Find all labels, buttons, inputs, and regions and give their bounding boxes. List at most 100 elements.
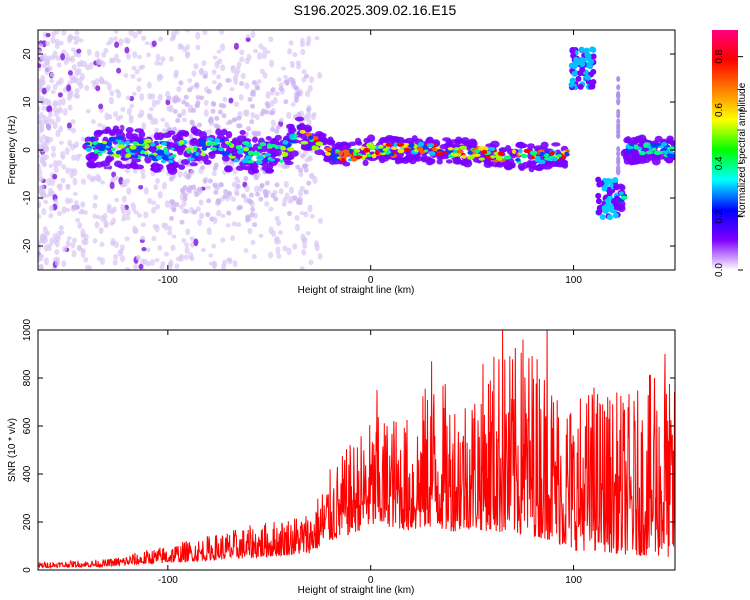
band-core xyxy=(551,156,558,162)
noise-blob xyxy=(276,77,282,82)
noise-blob xyxy=(265,103,271,109)
band-blob xyxy=(665,158,674,164)
band-core xyxy=(467,150,473,155)
band-core xyxy=(84,142,91,146)
noise-blob xyxy=(227,119,233,125)
noise-blob xyxy=(173,72,179,79)
noise-blob xyxy=(77,153,83,158)
band-core xyxy=(520,153,528,159)
noise-blob xyxy=(201,60,207,67)
noise-blob xyxy=(270,87,276,93)
noise-blob xyxy=(59,230,65,235)
noise-blob xyxy=(249,119,255,125)
noise-blob xyxy=(88,61,94,70)
noise-blob xyxy=(153,184,159,190)
noise-blob xyxy=(71,127,77,134)
band-core xyxy=(637,147,643,151)
noise-blob xyxy=(258,43,264,50)
noise-blob xyxy=(57,210,63,217)
band-core xyxy=(148,154,155,159)
x-tick-label: 0 xyxy=(368,275,374,286)
noise-blob xyxy=(155,177,161,184)
noise-blob xyxy=(44,67,50,76)
noise-blob xyxy=(46,177,52,186)
band-core xyxy=(221,151,227,157)
band-core xyxy=(281,151,289,157)
band-blob xyxy=(265,135,272,141)
band-core xyxy=(186,157,195,161)
noise-blob xyxy=(212,182,218,188)
noise-blob xyxy=(113,175,119,181)
noise-blob xyxy=(216,74,222,80)
band-blob xyxy=(503,162,514,171)
noise-blob xyxy=(164,121,170,128)
noise-blob xyxy=(94,50,100,58)
noise-blob xyxy=(213,162,219,168)
noise-blob xyxy=(264,109,270,115)
noise-blob xyxy=(292,195,298,201)
noise-blob xyxy=(110,217,116,225)
noise-blob xyxy=(50,145,56,152)
noise-blob xyxy=(232,260,238,268)
band-core xyxy=(643,142,651,147)
noise-blob xyxy=(38,240,42,245)
noise-blob xyxy=(46,123,52,132)
band-core xyxy=(161,141,168,146)
band-core xyxy=(497,156,503,161)
noise-blob xyxy=(38,98,44,104)
band-core xyxy=(110,147,116,152)
noise-blob xyxy=(38,176,44,182)
noise-blob xyxy=(277,161,283,168)
noise-blob xyxy=(157,245,163,251)
snr-series-line xyxy=(38,330,675,570)
noise-blob xyxy=(181,108,187,116)
noise-blob xyxy=(282,245,288,252)
band-core xyxy=(132,141,139,145)
noise-blob xyxy=(76,81,82,86)
noise-blob xyxy=(245,37,251,42)
band-core xyxy=(417,146,424,152)
noise-blob xyxy=(208,253,214,258)
band-blob xyxy=(125,127,134,134)
noise-blob xyxy=(61,206,67,215)
band-core xyxy=(378,144,384,149)
band-blob xyxy=(287,127,297,134)
noise-blob xyxy=(139,93,145,101)
noise-blob xyxy=(50,54,56,61)
noise-blob xyxy=(294,223,300,232)
band-blob xyxy=(294,116,305,122)
noise-blob xyxy=(103,80,109,85)
noise-blob xyxy=(166,95,172,101)
noise-blob xyxy=(172,126,178,132)
band-blob xyxy=(112,125,120,131)
band-blob xyxy=(568,62,575,69)
noise-blob xyxy=(48,204,54,212)
band-core xyxy=(143,150,149,155)
noise-blob xyxy=(197,186,203,192)
band-blob xyxy=(235,165,245,171)
noise-blob xyxy=(290,80,296,86)
noise-blob xyxy=(174,30,180,35)
x-tick-label: -100 xyxy=(158,275,178,286)
noise-blob xyxy=(53,159,59,168)
noise-blob xyxy=(74,35,80,43)
noise-blob xyxy=(163,251,169,257)
noise-blob xyxy=(155,99,161,105)
x-tick-label: 0 xyxy=(368,575,374,586)
noise-blob xyxy=(202,178,208,184)
noise-blob xyxy=(181,117,187,123)
noise-blob xyxy=(69,170,75,179)
noise-blob xyxy=(138,263,144,270)
noise-blob xyxy=(230,65,236,71)
noise-blob xyxy=(616,84,621,91)
band-blob xyxy=(105,155,115,162)
noise-blob xyxy=(99,241,105,247)
noise-blob xyxy=(41,208,47,216)
band-blob xyxy=(290,150,299,157)
band-blob xyxy=(383,136,394,141)
noise-blob xyxy=(226,190,232,196)
noise-blob xyxy=(303,189,309,195)
noise-blob xyxy=(54,248,60,256)
noise-blob xyxy=(187,78,193,83)
